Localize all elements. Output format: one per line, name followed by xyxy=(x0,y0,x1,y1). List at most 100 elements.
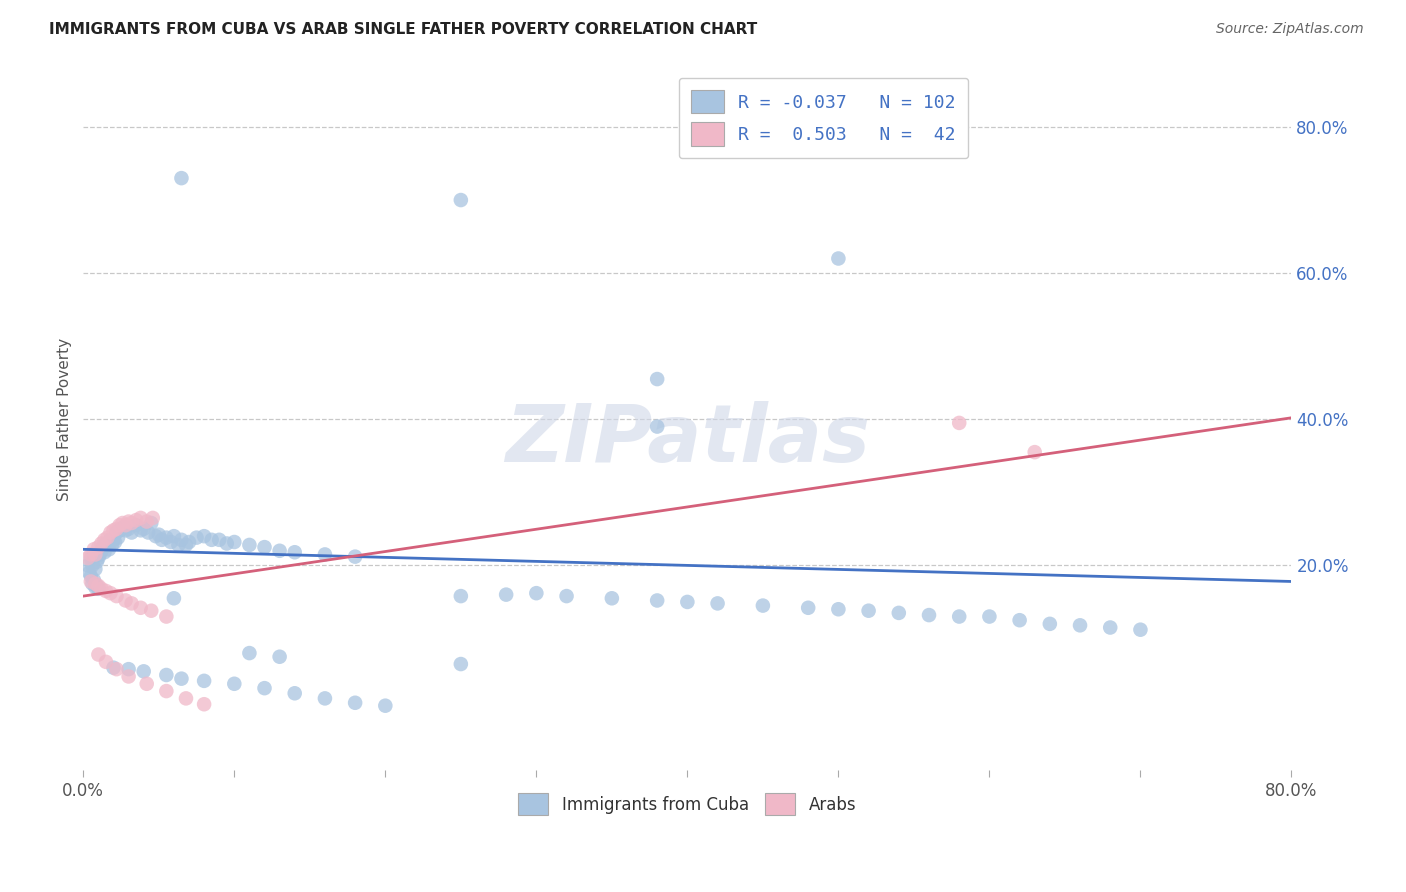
Point xyxy=(177,535,200,549)
Point xyxy=(201,533,224,547)
Point xyxy=(858,604,880,618)
Point xyxy=(90,536,112,550)
Point xyxy=(155,609,177,624)
Point xyxy=(374,698,396,713)
Point xyxy=(135,677,157,691)
Point xyxy=(83,542,105,557)
Text: Source: ZipAtlas.com: Source: ZipAtlas.com xyxy=(1216,22,1364,37)
Point xyxy=(114,524,136,538)
Point xyxy=(125,513,148,527)
Point xyxy=(90,543,112,558)
Point xyxy=(136,525,159,540)
Point xyxy=(170,533,193,547)
Point xyxy=(91,540,114,554)
Point xyxy=(110,522,132,536)
Point xyxy=(193,673,215,688)
Point xyxy=(752,599,775,613)
Point xyxy=(112,520,135,534)
Point xyxy=(148,527,170,541)
Point xyxy=(163,529,186,543)
Point xyxy=(827,602,849,616)
Point xyxy=(174,538,197,552)
Point xyxy=(117,522,139,536)
Point xyxy=(1039,616,1062,631)
Point xyxy=(450,589,472,603)
Point xyxy=(114,518,136,533)
Point xyxy=(132,665,155,679)
Y-axis label: Single Father Poverty: Single Father Poverty xyxy=(58,338,72,500)
Point xyxy=(82,576,104,591)
Point xyxy=(114,593,136,607)
Point xyxy=(1129,623,1152,637)
Point xyxy=(253,540,276,554)
Point xyxy=(129,524,152,538)
Point xyxy=(135,515,157,529)
Point xyxy=(87,582,110,596)
Point xyxy=(83,551,105,566)
Point xyxy=(132,522,155,536)
Point xyxy=(141,516,163,530)
Point xyxy=(600,591,623,606)
Point xyxy=(1099,620,1122,634)
Point xyxy=(1008,613,1031,627)
Point xyxy=(524,586,547,600)
Point xyxy=(706,596,728,610)
Point xyxy=(918,608,941,623)
Point xyxy=(269,649,291,664)
Point xyxy=(105,662,128,676)
Point xyxy=(314,548,336,562)
Point xyxy=(80,569,103,583)
Point xyxy=(887,606,910,620)
Point xyxy=(170,171,193,186)
Point xyxy=(108,524,131,538)
Point xyxy=(94,536,117,550)
Point xyxy=(314,691,336,706)
Point xyxy=(142,511,165,525)
Point xyxy=(450,657,472,671)
Point xyxy=(89,548,111,562)
Point xyxy=(87,579,110,593)
Point xyxy=(101,538,124,552)
Legend: Immigrants from Cuba, Arabs: Immigrants from Cuba, Arabs xyxy=(509,783,866,825)
Point xyxy=(129,511,152,525)
Point xyxy=(979,609,1001,624)
Point xyxy=(86,579,108,593)
Point xyxy=(186,531,208,545)
Point xyxy=(87,540,110,554)
Point xyxy=(645,419,668,434)
Point xyxy=(948,416,970,430)
Point xyxy=(1069,618,1091,632)
Point xyxy=(100,586,122,600)
Point xyxy=(96,531,118,545)
Point xyxy=(84,576,107,591)
Point xyxy=(79,566,101,580)
Point xyxy=(80,574,103,589)
Point xyxy=(84,562,107,576)
Point xyxy=(105,589,128,603)
Point xyxy=(104,535,127,549)
Point xyxy=(96,538,118,552)
Point xyxy=(83,573,105,587)
Point xyxy=(93,545,115,559)
Point xyxy=(238,646,260,660)
Point xyxy=(129,600,152,615)
Point xyxy=(94,655,117,669)
Point xyxy=(155,684,177,698)
Point xyxy=(86,555,108,569)
Point xyxy=(344,696,367,710)
Point xyxy=(155,531,177,545)
Point xyxy=(160,535,183,549)
Point xyxy=(224,677,246,691)
Point xyxy=(103,524,125,538)
Point xyxy=(150,533,173,547)
Point xyxy=(121,525,143,540)
Point xyxy=(97,542,120,557)
Point xyxy=(827,252,849,266)
Point xyxy=(645,593,668,607)
Point xyxy=(555,589,578,603)
Point xyxy=(797,600,820,615)
Point xyxy=(84,548,107,562)
Point xyxy=(108,518,131,533)
Text: ZIPatlas: ZIPatlas xyxy=(505,401,870,479)
Point xyxy=(105,525,128,540)
